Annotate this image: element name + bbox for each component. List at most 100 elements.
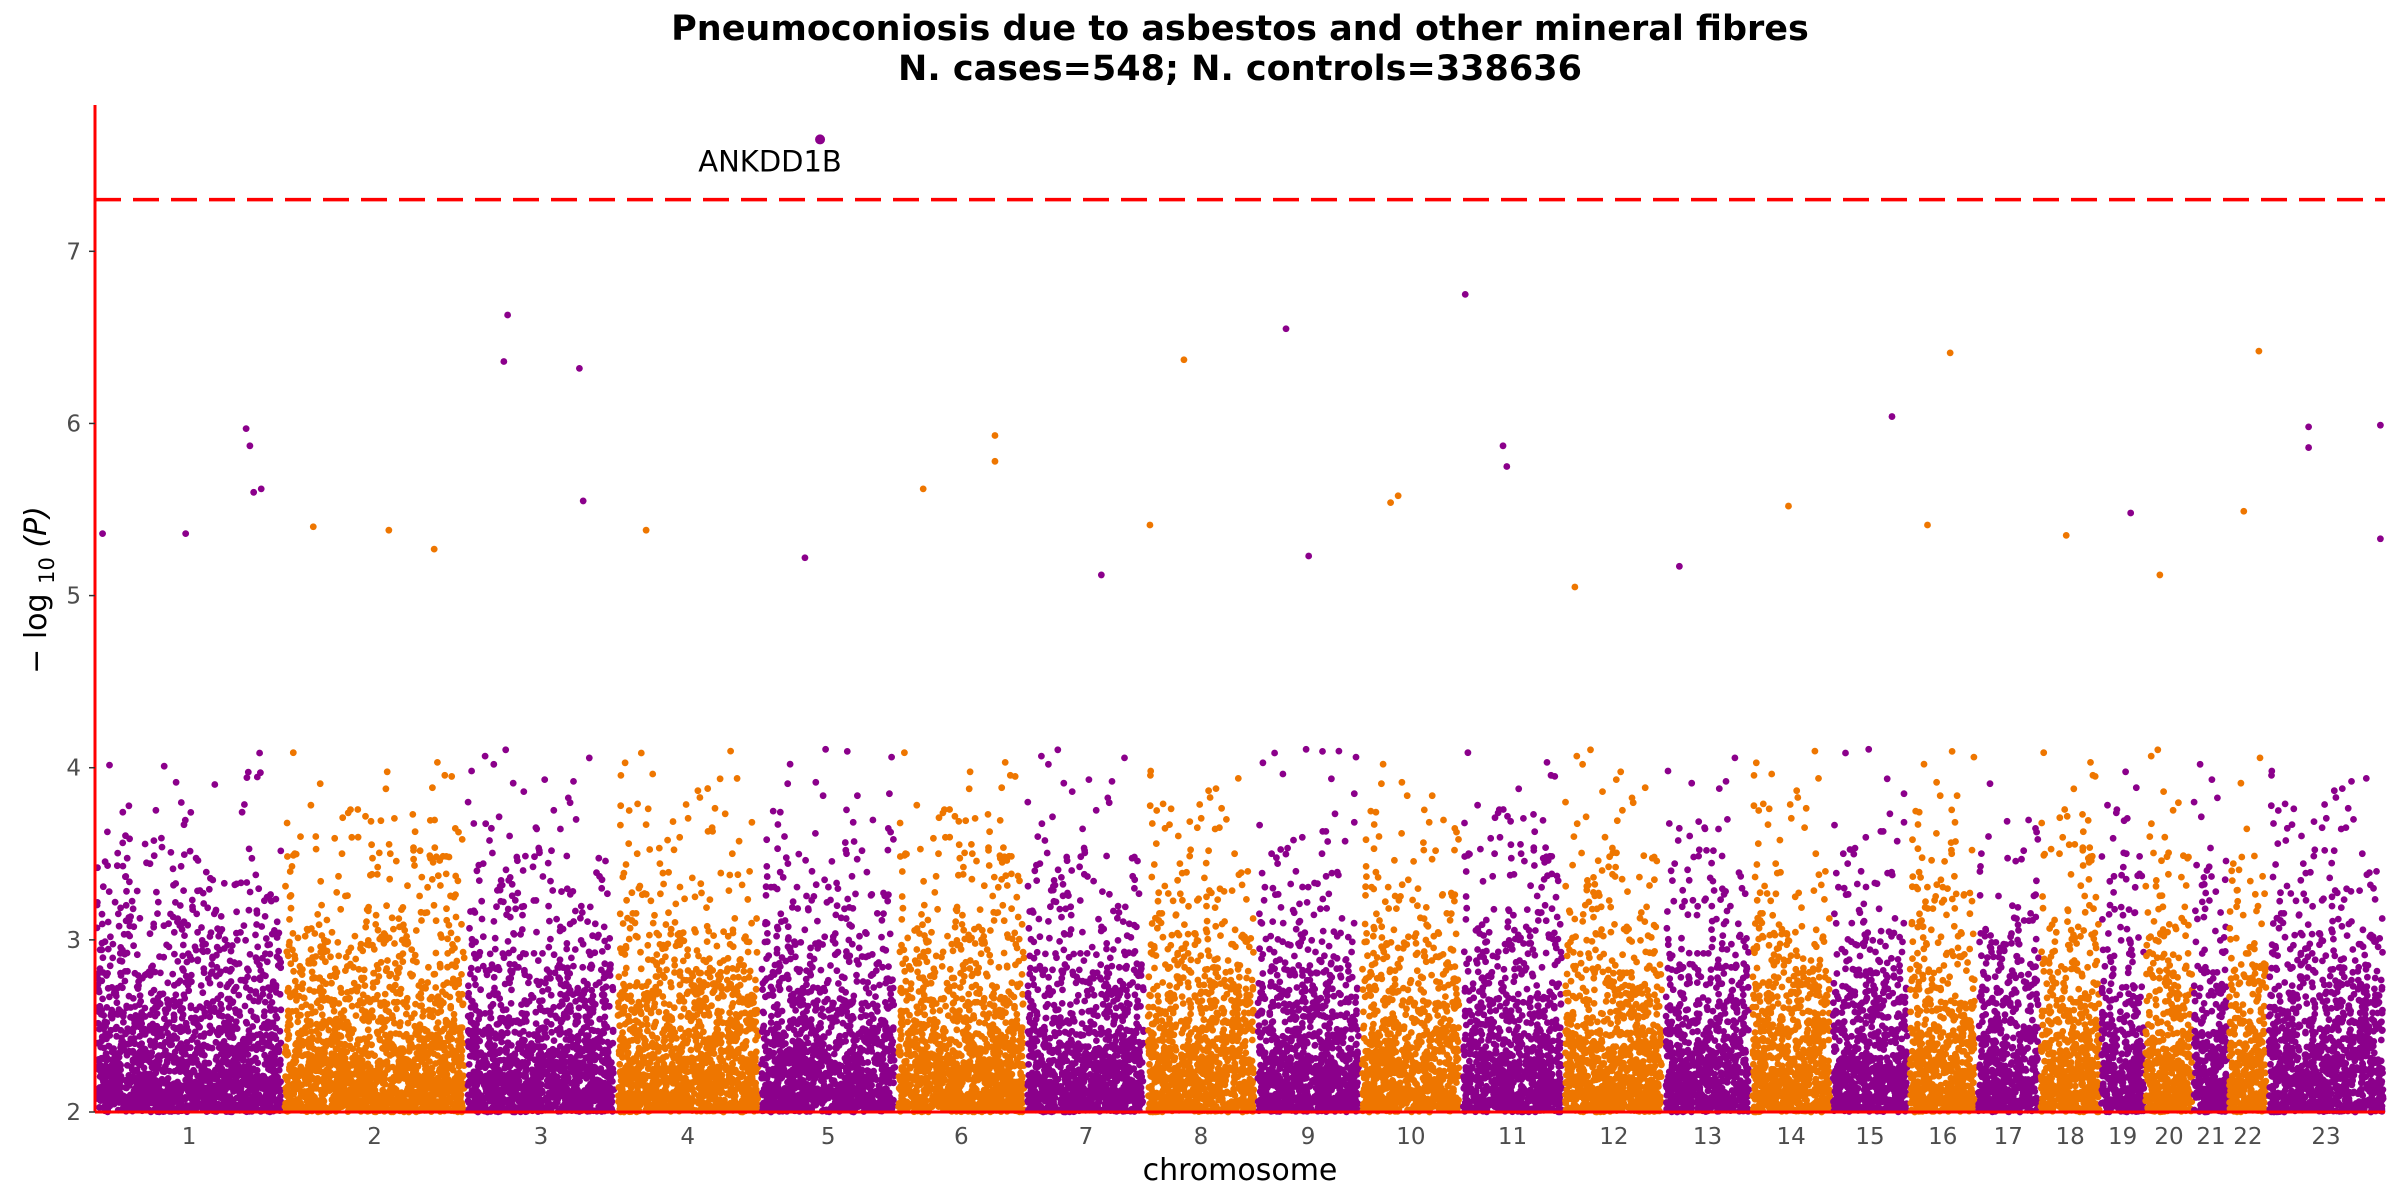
top-hit-point: [1097, 571, 1105, 579]
x-tick-label: 6: [954, 1124, 969, 1150]
top-hit-point: [1282, 325, 1290, 333]
chromosome-points-2: [281, 749, 468, 1116]
x-tick-label: 2: [367, 1124, 382, 1150]
chromosome-points-20: [2142, 746, 2196, 1116]
top-hit-point: [2255, 347, 2263, 355]
y-axis-label-subscript: 10: [35, 557, 59, 584]
y-tick-label: 6: [66, 411, 81, 437]
x-tick-label: 10: [1396, 1124, 1425, 1150]
top-hit-point: [430, 545, 438, 553]
x-tick-label: 4: [680, 1124, 695, 1150]
x-tick-label: 15: [1855, 1124, 1884, 1150]
top-hit-point: [2240, 507, 2248, 515]
chromosome-points-21: [2190, 760, 2232, 1116]
top-hit-point: [1394, 492, 1402, 500]
x-tick-label: 18: [2055, 1124, 2084, 1150]
top-hit-point: [801, 554, 809, 562]
x-axis-ticks: 1 2 3 4 5 6 7 8 9 10 11 12 13 14 15 16 17 18 19 20 21 22 23: [182, 1124, 2341, 1150]
chromosome-points-9: [1254, 745, 1362, 1116]
top-hit-point: [1499, 442, 1507, 450]
y-axis-label-base: − log: [19, 593, 54, 673]
y-tick-label: 2: [66, 1100, 81, 1126]
top-hit-point: [2305, 444, 2313, 451]
y-axis-label-arg: (P): [19, 506, 54, 548]
x-tick-label: 22: [2233, 1124, 2262, 1150]
chromosome-points-3: [464, 746, 618, 1116]
x-tick-label: 16: [1928, 1124, 1957, 1150]
top-hits: ANKDD1B: [99, 134, 2384, 591]
top-hit-point: [246, 442, 254, 450]
top-hit-point: [250, 488, 258, 496]
top-hit-point: [99, 530, 106, 538]
x-tick-label: 5: [821, 1124, 836, 1150]
top-hit-point: [257, 485, 265, 493]
top-hit-point: [1503, 463, 1511, 470]
chromosome-points-14: [1749, 747, 1834, 1116]
top-hit-point: [991, 432, 999, 439]
chart-title-line1: Pneumoconiosis due to asbestos and other…: [671, 9, 1809, 49]
top-hit-point: [1675, 562, 1683, 570]
x-tick-label: 3: [534, 1124, 549, 1150]
y-axis-ticks: 2 3 4 5 6 7: [66, 239, 95, 1126]
chromosome-points-12: [1562, 746, 1666, 1116]
y-axis-label: − log 10 (P): [19, 506, 62, 674]
top-hit-point: [2376, 535, 2384, 543]
top-hit-point: [504, 311, 512, 319]
top-hit-point: [1571, 583, 1579, 591]
chromosome-points-6: [895, 749, 1028, 1116]
top-hit-point: [815, 134, 826, 145]
chromosome-points-11: [1460, 749, 1565, 1116]
x-axis-label: chromosome: [1143, 1153, 1338, 1188]
chart-title-line2: N. cases=548; N. controls=338636: [898, 49, 1582, 89]
chromosome-points-15: [1829, 745, 1911, 1116]
top-hit-point: [1180, 356, 1188, 364]
x-tick-label: 17: [1994, 1124, 2023, 1150]
top-hit-point: [2305, 423, 2313, 431]
top-hit-point: [1946, 349, 1954, 357]
top-hit-point: [1146, 521, 1154, 529]
chromosome-points-7: [1024, 746, 1147, 1116]
x-tick-label: 23: [2311, 1124, 2340, 1150]
x-tick-label: 1: [182, 1124, 197, 1150]
chromosome-points-18: [2037, 749, 2103, 1116]
chromosome-points-10: [1358, 760, 1463, 1116]
y-tick-label: 5: [66, 584, 81, 610]
chromosome-points-19: [2098, 768, 2148, 1116]
svg-text:− log 10 (P): − log 10 (P): [19, 506, 62, 674]
top-hit-point: [309, 523, 317, 531]
chromosome-points-23: [2265, 767, 2387, 1116]
chromosome-points-16: [1906, 748, 1979, 1116]
top-hit-point: [2376, 421, 2384, 429]
x-tick-label: 19: [2108, 1124, 2137, 1150]
x-tick-label: 21: [2196, 1124, 2225, 1150]
top-hit-point: [1305, 552, 1313, 560]
chromosome-points-13: [1662, 754, 1753, 1116]
x-tick-label: 20: [2154, 1124, 2183, 1150]
top-hit-point: [1888, 413, 1896, 420]
gene-annotation-label: ANKDD1B: [698, 144, 842, 178]
chromosome-points-4: [614, 747, 762, 1116]
top-hit-point: [1387, 499, 1394, 507]
top-hit-point: [642, 526, 650, 534]
x-tick-label: 11: [1498, 1124, 1527, 1150]
chromosome-points-1: [93, 749, 285, 1116]
top-hit-point: [1785, 502, 1792, 510]
data-points: [93, 745, 2387, 1116]
top-hit-point: [182, 530, 190, 538]
top-hit-point: [385, 526, 393, 534]
top-hit-point: [575, 364, 583, 372]
y-tick-label: 7: [66, 239, 81, 265]
top-hit-point: [2062, 531, 2070, 539]
top-hit-point: [242, 425, 250, 433]
x-tick-label: 14: [1776, 1124, 1805, 1150]
top-hit-point: [2156, 571, 2164, 579]
top-hit-point: [579, 497, 587, 505]
x-tick-label: 12: [1599, 1124, 1628, 1150]
top-hit-point: [2127, 509, 2135, 517]
top-hit-point: [919, 485, 927, 493]
chromosome-points-17: [1975, 780, 2042, 1116]
y-tick-label: 4: [66, 756, 81, 782]
chromosome-points-5: [758, 745, 899, 1116]
y-tick-label: 3: [66, 928, 81, 954]
